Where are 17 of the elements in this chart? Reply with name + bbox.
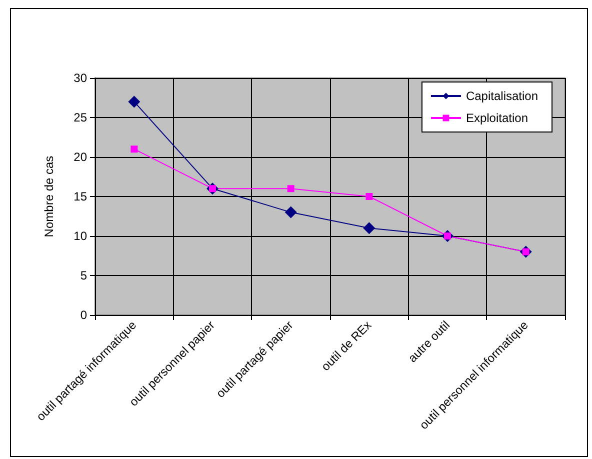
- y-tick-label: 0: [80, 308, 88, 322]
- y-tick-label: 20: [74, 150, 88, 164]
- point: [130, 146, 138, 153]
- point: [128, 96, 140, 108]
- point: [287, 185, 294, 192]
- legend-label: Exploitation: [466, 111, 528, 125]
- point: [363, 222, 376, 234]
- y-axis-title: Nombre de cas: [42, 156, 56, 238]
- point: [366, 193, 373, 200]
- y-tick-label: 15: [74, 190, 88, 204]
- y-tick-label: 30: [74, 71, 88, 85]
- y-tick-label: 5: [80, 268, 88, 282]
- y-tick-label: 10: [74, 229, 88, 243]
- x-tick-label: outil de REx: [318, 318, 374, 374]
- point: [284, 206, 297, 218]
- y-tick-label: 25: [74, 110, 88, 124]
- legend-label: Capitalisation: [466, 89, 538, 103]
